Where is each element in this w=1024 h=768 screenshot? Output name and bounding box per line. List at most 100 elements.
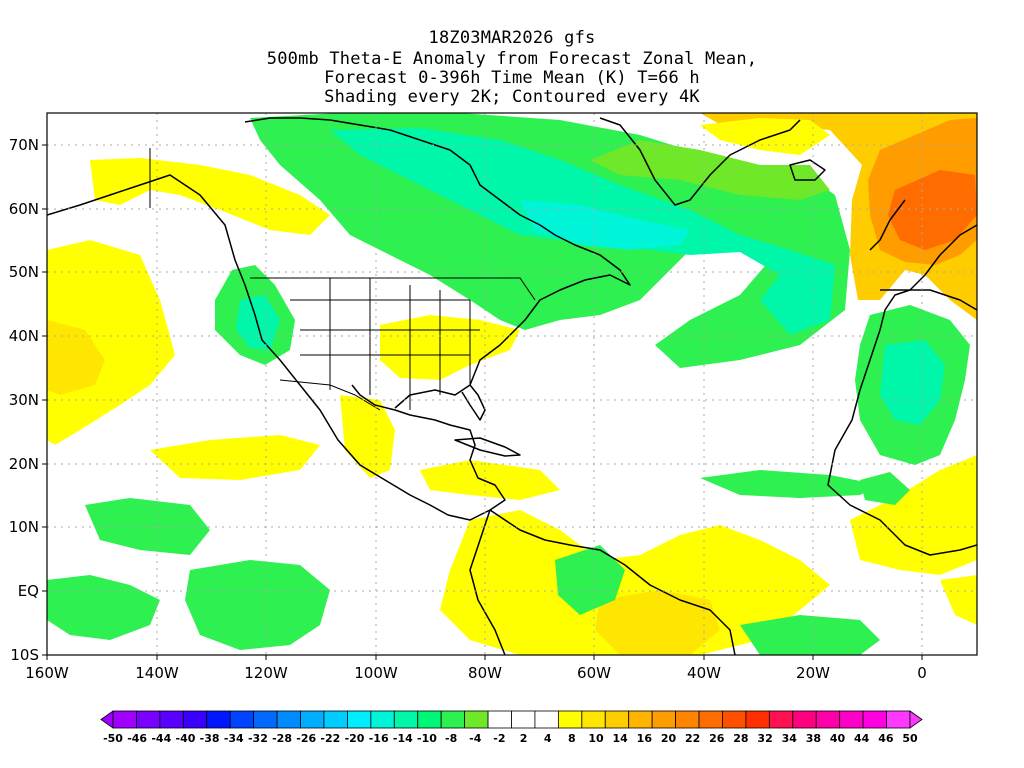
colorbar-swatch (651, 710, 676, 729)
colorbar-label: -44 (151, 732, 171, 745)
border-us-mexico (279, 379, 381, 411)
lon-label: 80W (468, 664, 502, 682)
colorbar-swatch (323, 710, 348, 729)
lon-label: 60W (577, 664, 611, 682)
anomaly-warm-caribbean (420, 460, 560, 500)
colorbar-swatch (300, 710, 325, 729)
anomaly-cold-west-us-inner (236, 295, 280, 350)
lat-label: 20N (9, 455, 39, 473)
lat-label: 50N (9, 263, 39, 281)
anomaly-warm-gulf-guinea (850, 455, 977, 575)
coast-iceland (789, 159, 826, 181)
colorbar-label: 26 (709, 732, 725, 745)
anomaly-warm-ne-pacific-inner (47, 320, 105, 395)
title-line-3: Forecast 0-396h Time Mean (K) T=66 h (324, 68, 700, 88)
colorbar-left-arrow (100, 710, 114, 729)
anomaly-warm-se-atlantic (940, 575, 977, 625)
colorbar-label: -10 (417, 732, 437, 745)
title-line-4: Shading every 2K; Contoured every 4K (324, 87, 700, 107)
lon-label: 120W (244, 664, 288, 682)
colorbar-label: -32 (248, 732, 268, 745)
colorbar-label: -16 (369, 732, 389, 745)
colorbar-swatch (487, 710, 512, 729)
colorbar-swatch (675, 710, 700, 729)
colorbar-swatch (182, 710, 208, 729)
anomaly-warm-south-america-inner (595, 590, 720, 655)
lat-label: 40N (9, 327, 39, 345)
lat-label: 60N (9, 200, 39, 218)
anomaly-cold-arctic-islands (590, 140, 830, 200)
coast-north-america (47, 117, 631, 521)
colorbar-swatch (815, 710, 841, 729)
colorbar-label: -46 (127, 732, 147, 745)
colorbar-label: -4 (469, 732, 482, 745)
colorbar-swatch (159, 710, 184, 729)
colorbar-swatch (722, 710, 747, 729)
colorbar-swatch (534, 710, 559, 729)
anomaly-cold-nw-africa-inner (880, 340, 945, 425)
colorbar-label: -28 (272, 732, 292, 745)
lat-label: 70N (9, 136, 39, 154)
colorbar-swatch (417, 710, 442, 729)
coast-europe (869, 199, 977, 331)
colorbar-swatch (229, 710, 255, 729)
colorbar-label: 16 (637, 732, 653, 745)
colorbar-label: 10 (588, 732, 604, 745)
colorbar-swatch (440, 710, 466, 729)
anomaly-warm-south-america (440, 510, 830, 655)
anomaly-cold-south-atlantic (740, 615, 880, 655)
colorbar-label: 40 (830, 732, 846, 745)
colorbar-label: -14 (393, 732, 413, 745)
colorbar-label: 34 (782, 732, 798, 745)
colorbar-label: 32 (757, 732, 772, 745)
colorbar-label: -20 (345, 732, 365, 745)
colorbar-label: 20 (661, 732, 677, 745)
axis-ticks (42, 144, 923, 660)
anomaly-cold-central-pacific (85, 498, 210, 555)
map-panel (47, 113, 977, 655)
lat-label: 10N (9, 518, 39, 536)
colorbar-swatch (581, 710, 606, 729)
coast-greenland (599, 117, 801, 206)
colorbar-label: -40 (176, 732, 196, 745)
title-line-2: 500mb Theta-E Anomaly from Forecast Zona… (266, 49, 758, 69)
anomaly-cold-sahel (860, 472, 910, 505)
anomaly-shading (47, 113, 977, 655)
colorbar-label: -34 (224, 732, 244, 745)
title-line-1: 18Z03MAR2026 gfs (428, 28, 596, 48)
colorbar-swatch (276, 710, 301, 729)
colorbar-swatch (792, 710, 817, 729)
anomaly-warm-europe-core (888, 170, 977, 250)
colorbar-swatch (370, 710, 395, 729)
anomaly-cold-east-pacific (185, 560, 330, 650)
lat-label: 30N (9, 391, 39, 409)
colorbar-label: -2 (493, 732, 505, 745)
colorbar-swatch (347, 710, 372, 729)
colorbar-label: -8 (445, 732, 457, 745)
lon-label: 20W (796, 664, 830, 682)
lon-label: 160W (25, 664, 69, 682)
colorbar-label: 2 (520, 732, 528, 745)
colorbar-swatch (745, 710, 770, 729)
colorbar-label: -50 (103, 732, 123, 745)
colorbar-label: -38 (200, 732, 220, 745)
colorbar-label: 22 (685, 732, 700, 745)
colorbar-swatch (839, 710, 864, 729)
anomaly-warm-north-atlantic (700, 118, 830, 155)
colorbar-label: 4 (544, 732, 552, 745)
colorbar-right-arrow (909, 710, 923, 729)
colorbar-swatch (253, 710, 278, 729)
anomaly-warm-hawaii-band (150, 435, 320, 480)
colorbar-swatch (862, 710, 887, 729)
colorbar-swatch (136, 710, 161, 729)
lat-labels: 70N 60N 50N 40N 30N 20N 10N EQ 10S (9, 136, 39, 664)
map-frame (46, 112, 978, 656)
coast-africa (827, 329, 977, 556)
colorbar-label: -22 (320, 732, 340, 745)
lon-label: 0 (917, 664, 927, 682)
anomaly-cold-amazon (555, 545, 625, 615)
graticule (47, 113, 977, 655)
colorbar-swatch (604, 710, 630, 729)
colorbar-swatch (112, 710, 137, 729)
